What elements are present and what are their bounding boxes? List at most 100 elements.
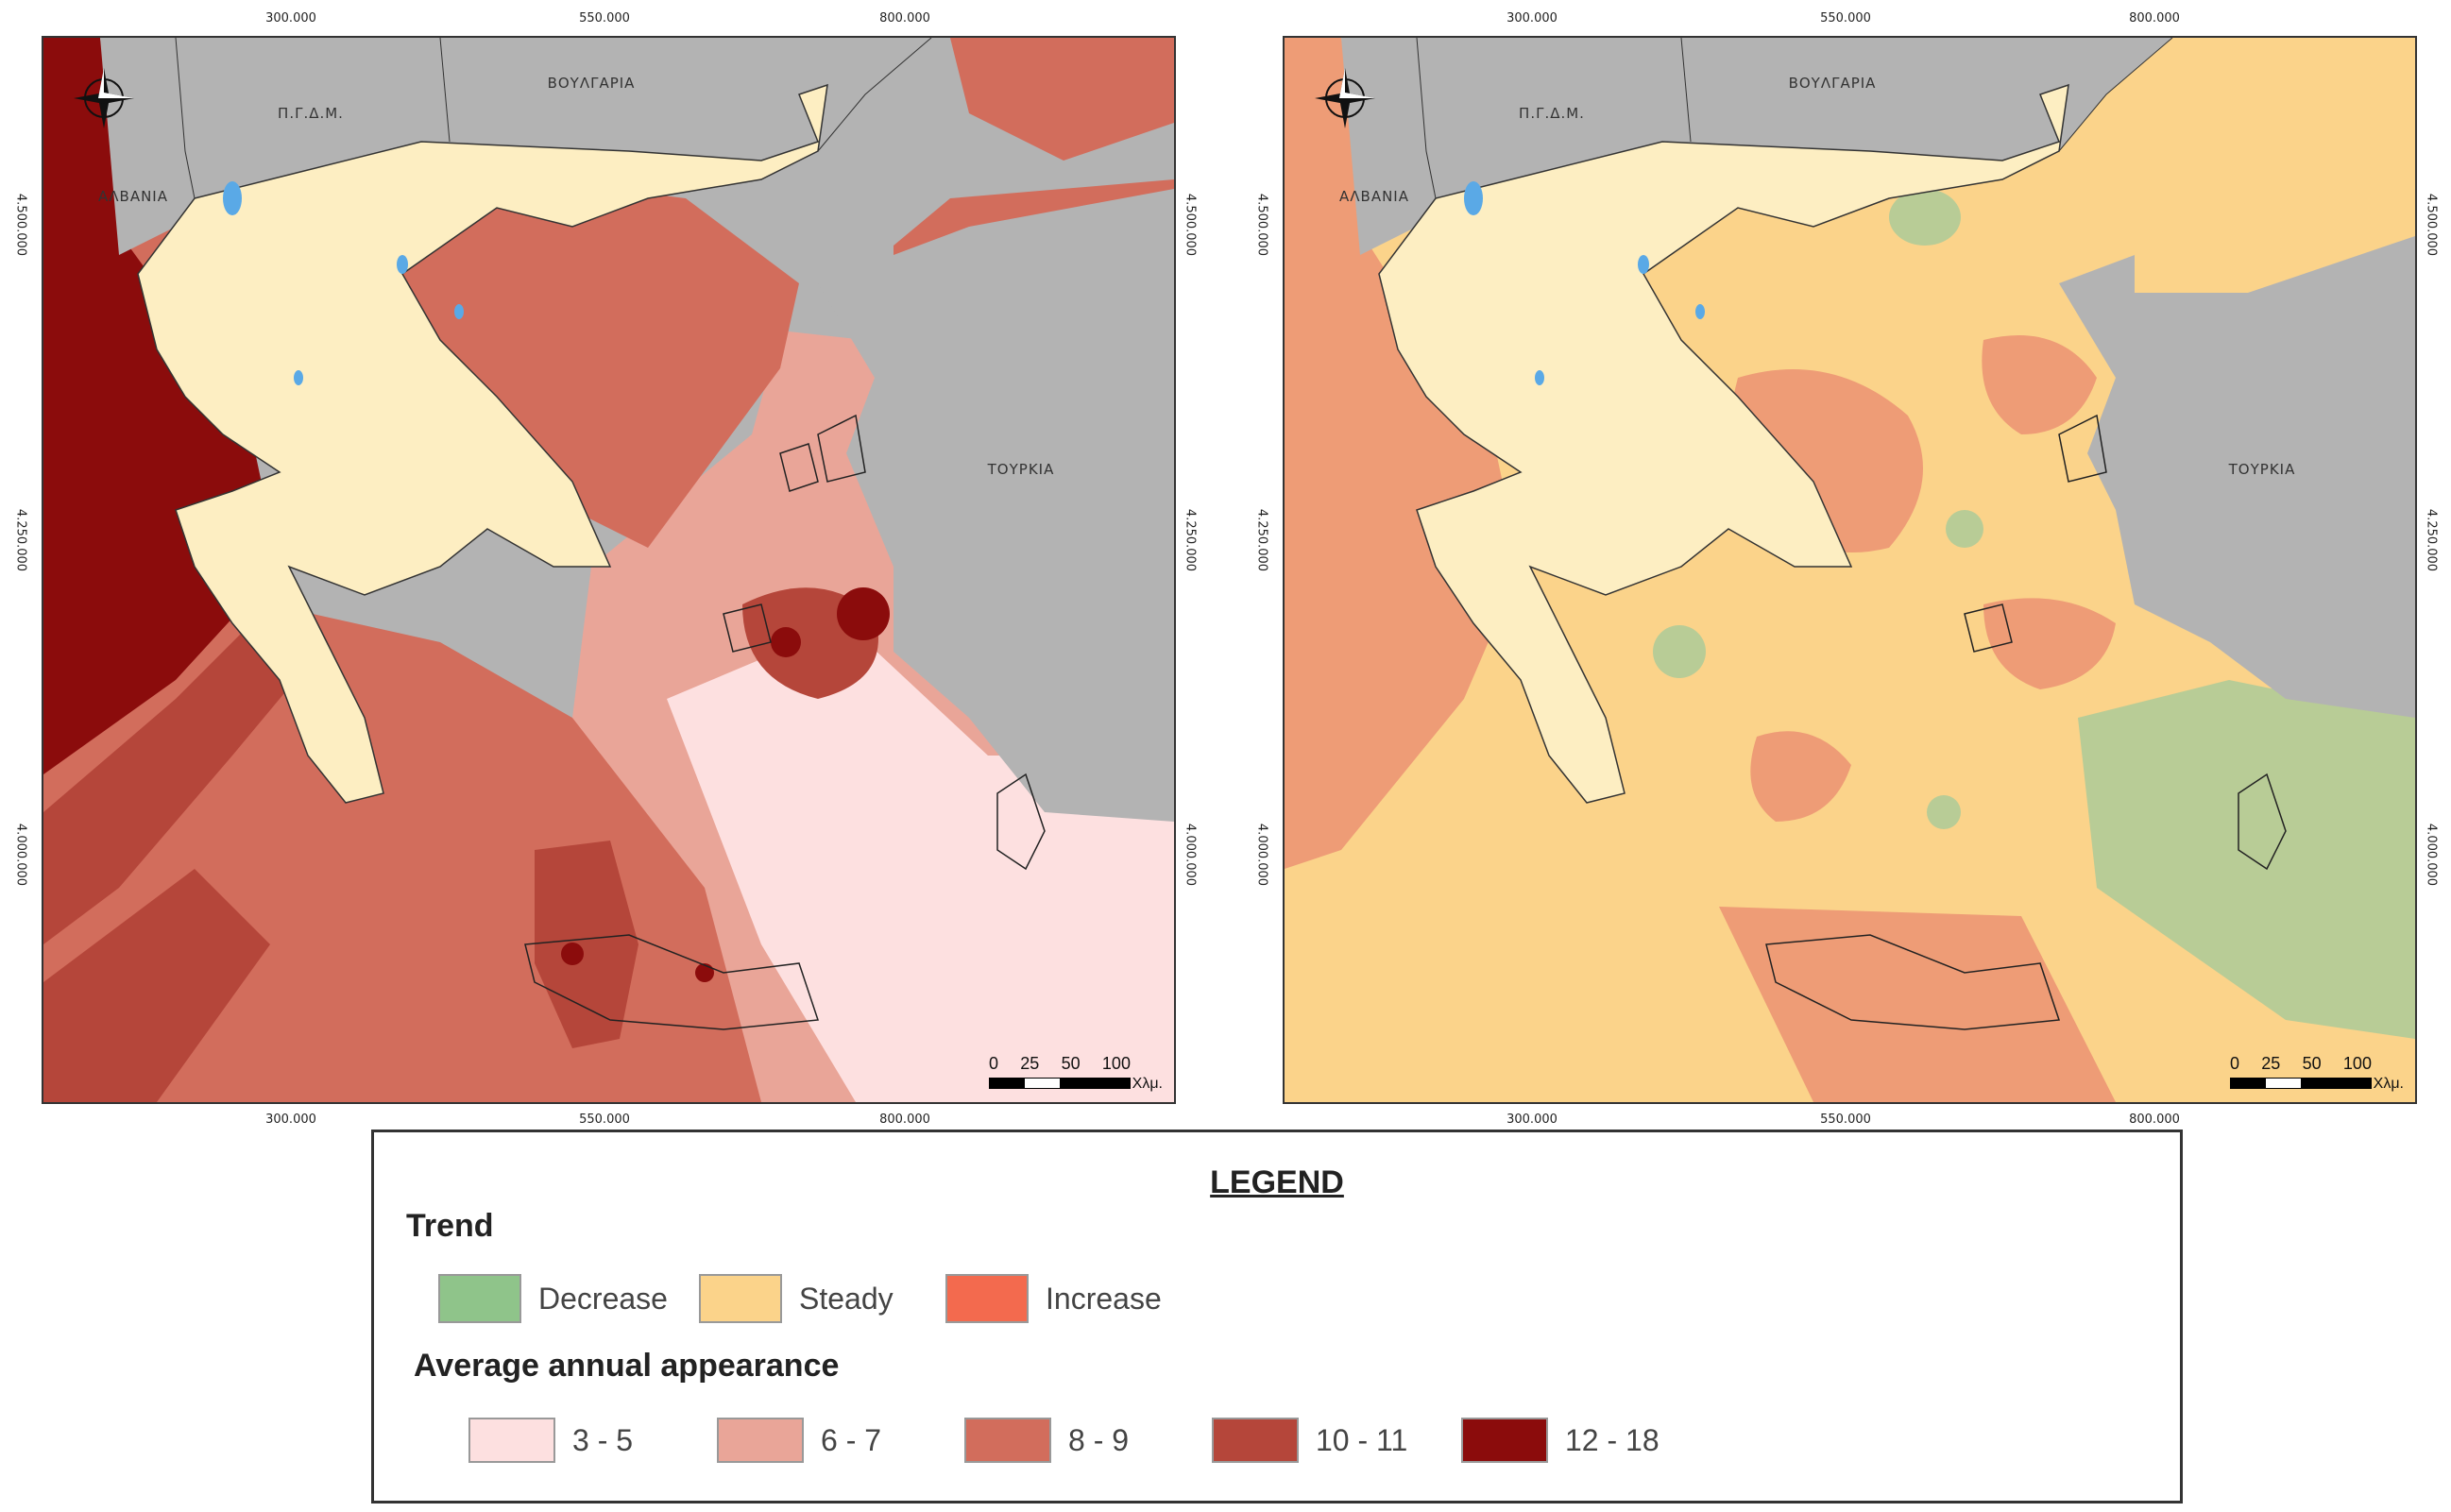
zone-increase-east <box>1982 335 2116 689</box>
zone-increase-crete <box>1719 731 2116 1102</box>
zone-3-5-southeast <box>667 623 1174 1102</box>
zone-10-11-crete <box>535 841 638 1048</box>
zone-steady-northeast <box>2135 38 2415 293</box>
swatch-increase <box>945 1274 1029 1323</box>
land-albania-fyrom-bulgaria <box>100 38 931 255</box>
tick-top: 800.000 <box>879 11 930 25</box>
compass-rose-icon <box>70 64 138 132</box>
label-albania: ΑΛΒΑΝΙΑ <box>98 188 168 205</box>
tick-bottom: 800.000 <box>2129 1113 2180 1127</box>
label-fyrom: Π.Γ.Δ.Μ. <box>278 105 344 122</box>
tick-right: 4.000.000 <box>2424 823 2439 887</box>
scale-bar: 0 25 50 100 Χλμ. <box>989 1054 1163 1092</box>
lakes <box>223 181 464 385</box>
tick-bottom: 550.000 <box>1820 1113 1871 1127</box>
scale-number: 0 <box>989 1054 999 1073</box>
legend-label: Increase <box>1046 1281 1162 1316</box>
tick-top: 300.000 <box>265 11 316 25</box>
borders <box>175 38 932 199</box>
legend-item-decrease: Decrease <box>438 1274 668 1323</box>
label-fyrom: Π.Γ.Δ.Μ. <box>1519 105 1585 122</box>
zone-10-11-west <box>43 604 327 944</box>
legend-label: 12 - 18 <box>1565 1422 1660 1457</box>
tick-left: 4.250.000 <box>1254 508 1269 572</box>
swatch-12-18 <box>1461 1418 1548 1463</box>
scale-number: 0 <box>2230 1054 2240 1073</box>
tick-top: 800.000 <box>2129 11 2180 25</box>
legend-label: Steady <box>799 1281 894 1316</box>
tick-right: 4.500.000 <box>1183 193 1198 257</box>
tick-top: 300.000 <box>1506 11 1557 25</box>
tick-right: 4.250.000 <box>1183 508 1198 572</box>
scale-number: 50 <box>1061 1054 1081 1073</box>
right-map-canvas <box>1285 38 2415 1102</box>
legend-trend-heading: Trend <box>406 1208 494 1244</box>
swatch-8-9 <box>964 1418 1051 1463</box>
lakes <box>1464 181 1705 385</box>
legend-appearance-heading: Average annual appearance <box>414 1348 840 1384</box>
tick-right: 4.500.000 <box>2424 193 2439 257</box>
label-turkey: ΤΟΥΡΚΙΑ <box>2228 461 2296 478</box>
swatch-decrease <box>438 1274 521 1323</box>
zone-decrease-southeast <box>2078 680 2415 1039</box>
zone-increase-west <box>1285 38 1521 869</box>
zone-10-11-southwest <box>43 869 270 1102</box>
zone-12-18-crete-dots <box>561 943 714 982</box>
map-average-annual-appearance: ΑΛΒΑΝΙΑ Π.Γ.Δ.Μ. ΒΟΥΛΓΑΡΙΑ ΤΟΥΡΚΙΑ 0 25 … <box>42 36 1176 1104</box>
tick-bottom: 550.000 <box>579 1113 630 1127</box>
swatch-3-5 <box>468 1418 555 1463</box>
legend-box: LEGEND Trend Decrease Steady Increase Av… <box>371 1130 2183 1504</box>
legend-item-8-9: 8 - 9 <box>964 1418 1129 1463</box>
legend-label: 8 - 9 <box>1068 1422 1130 1457</box>
scale-number: 25 <box>2261 1054 2281 1073</box>
left-map-canvas <box>43 38 1174 1102</box>
zone-12-18-east-dots <box>771 586 891 657</box>
label-albania: ΑΛΒΑΝΙΑ <box>1339 188 1409 205</box>
tick-right: 4.000.000 <box>1183 823 1198 887</box>
tick-top: 550.000 <box>579 11 630 25</box>
tick-bottom: 300.000 <box>1506 1113 1557 1127</box>
swatch-6-7 <box>717 1418 804 1463</box>
swatch-steady <box>699 1274 782 1323</box>
legend-item-increase: Increase <box>945 1274 1162 1323</box>
tick-top: 550.000 <box>1820 11 1871 25</box>
land-turkey <box>818 189 1174 822</box>
legend-label: 3 - 5 <box>572 1422 634 1457</box>
islands-outline <box>1765 414 2287 1030</box>
legend-item-10-11: 10 - 11 <box>1212 1418 1407 1463</box>
tick-left: 4.250.000 <box>13 508 28 572</box>
islands-outline <box>524 414 1046 1030</box>
tick-left: 4.000.000 <box>1254 823 1269 887</box>
scale-unit: Χλμ. <box>2373 1076 2404 1092</box>
legend-title: LEGEND <box>1210 1164 1344 1200</box>
map-trend: ΑΛΒΑΝΙΑ Π.Γ.Δ.Μ. ΒΟΥΛΓΑΡΙΑ ΤΟΥΡΚΙΑ 0 25 … <box>1283 36 2417 1104</box>
tick-left: 4.000.000 <box>13 823 28 887</box>
legend-item-12-18: 12 - 18 <box>1461 1418 1660 1463</box>
scale-number: 50 <box>2302 1054 2322 1073</box>
land-greece-mainland <box>1378 83 2069 804</box>
swatch-10-11 <box>1212 1418 1299 1463</box>
borders <box>1416 38 2173 199</box>
legend-item-steady: Steady <box>699 1274 894 1323</box>
label-bulgaria: ΒΟΥΛΓΑΡΙΑ <box>1788 75 1877 92</box>
tick-bottom: 300.000 <box>265 1113 316 1127</box>
label-turkey: ΤΟΥΡΚΙΑ <box>987 461 1055 478</box>
legend-label: 6 - 7 <box>821 1422 882 1457</box>
zone-8-9-north-aegean <box>383 179 799 548</box>
legend-label: 10 - 11 <box>1316 1422 1408 1457</box>
scale-unit: Χλμ. <box>1132 1076 1163 1092</box>
scale-number: 25 <box>1020 1054 1040 1073</box>
scale-number: 100 <box>2342 1054 2372 1073</box>
land-greece-mainland <box>137 83 828 804</box>
compass-rose-icon <box>1311 64 1379 132</box>
legend-item-3-5: 3 - 5 <box>468 1418 633 1463</box>
tick-bottom: 800.000 <box>879 1113 930 1127</box>
tick-left: 4.500.000 <box>13 193 28 257</box>
tick-left: 4.500.000 <box>1254 193 1269 257</box>
land-albania-fyrom-bulgaria <box>1341 38 2172 255</box>
label-bulgaria: ΒΟΥΛΓΑΡΙΑ <box>547 75 636 92</box>
tick-right: 4.250.000 <box>2424 508 2439 572</box>
legend-label: Decrease <box>538 1281 668 1316</box>
legend-item-6-7: 6 - 7 <box>717 1418 881 1463</box>
land-turkey <box>2059 189 2415 718</box>
